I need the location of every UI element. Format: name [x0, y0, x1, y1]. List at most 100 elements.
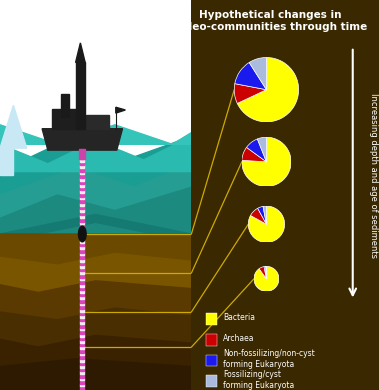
Bar — [80, 265, 85, 268]
Bar — [80, 362, 85, 365]
Bar — [80, 315, 85, 318]
Bar — [207, 313, 217, 325]
Bar — [80, 209, 85, 212]
Bar — [80, 340, 85, 343]
Wedge shape — [235, 62, 266, 90]
Bar — [80, 237, 85, 240]
Bar — [80, 165, 85, 168]
Bar — [80, 365, 85, 368]
Bar — [207, 375, 217, 387]
Wedge shape — [251, 208, 266, 224]
Bar — [207, 355, 217, 366]
Bar — [80, 293, 85, 296]
Polygon shape — [0, 335, 191, 367]
Bar — [80, 368, 85, 371]
Bar — [80, 343, 85, 346]
Text: Archaea: Archaea — [223, 334, 255, 343]
Bar — [80, 309, 85, 312]
Wedge shape — [264, 266, 266, 279]
Bar — [80, 197, 85, 199]
Text: Bacteria: Bacteria — [223, 313, 255, 323]
Bar — [80, 355, 85, 359]
Bar — [80, 243, 85, 246]
Bar — [80, 215, 85, 218]
Polygon shape — [116, 107, 125, 113]
Bar — [80, 228, 85, 230]
Wedge shape — [242, 147, 266, 162]
Bar — [80, 190, 85, 193]
Polygon shape — [42, 129, 122, 150]
Bar — [80, 259, 85, 262]
Bar — [80, 178, 85, 181]
Bar — [80, 230, 85, 234]
Bar — [80, 271, 85, 274]
Bar — [80, 187, 85, 190]
Wedge shape — [246, 139, 266, 162]
Wedge shape — [263, 206, 266, 224]
Bar — [80, 299, 85, 303]
Bar — [80, 337, 85, 340]
Bar — [80, 359, 85, 362]
Bar — [80, 212, 85, 215]
Wedge shape — [237, 57, 299, 122]
Bar — [80, 206, 85, 209]
Bar — [80, 353, 85, 355]
Bar — [80, 193, 85, 197]
Bar — [80, 305, 85, 309]
Bar — [80, 312, 85, 315]
Bar — [80, 321, 85, 324]
Bar — [80, 303, 85, 305]
Bar — [80, 378, 85, 380]
Bar — [80, 174, 85, 178]
Bar — [80, 280, 85, 284]
Wedge shape — [248, 206, 285, 243]
Bar — [79, 149, 85, 159]
Bar — [80, 199, 85, 203]
Bar — [0, 148, 13, 176]
Bar — [80, 222, 85, 224]
Bar — [0, 0, 191, 176]
Bar — [80, 380, 85, 384]
Bar — [80, 290, 85, 293]
Polygon shape — [0, 125, 191, 144]
Bar — [80, 156, 85, 159]
Bar — [80, 168, 85, 172]
Bar — [80, 318, 85, 321]
Text: Increasing depth and age of sediments: Increasing depth and age of sediments — [369, 93, 378, 258]
Polygon shape — [0, 136, 191, 172]
Bar — [80, 274, 85, 278]
Bar — [80, 374, 85, 378]
Bar — [86, 115, 109, 129]
Bar — [80, 330, 85, 334]
Bar — [80, 262, 85, 265]
Bar — [80, 249, 85, 253]
Wedge shape — [254, 266, 279, 291]
Bar — [80, 172, 85, 174]
Wedge shape — [234, 84, 266, 103]
Bar — [80, 203, 85, 206]
Polygon shape — [0, 254, 191, 292]
Bar — [80, 346, 85, 349]
Bar — [80, 268, 85, 271]
Wedge shape — [259, 266, 266, 279]
Circle shape — [78, 226, 86, 242]
Bar — [80, 324, 85, 328]
Bar — [207, 334, 217, 346]
Bar — [80, 284, 85, 287]
Wedge shape — [258, 206, 266, 224]
Bar — [80, 162, 85, 165]
Bar — [80, 253, 85, 255]
Polygon shape — [0, 359, 191, 390]
Bar — [75, 62, 85, 129]
Bar — [80, 296, 85, 299]
Polygon shape — [0, 281, 191, 320]
Wedge shape — [242, 137, 291, 186]
Bar — [80, 386, 85, 390]
Bar — [80, 181, 85, 184]
Polygon shape — [0, 308, 191, 347]
Polygon shape — [0, 164, 191, 218]
Polygon shape — [0, 187, 191, 234]
Wedge shape — [257, 137, 266, 162]
Polygon shape — [0, 105, 27, 148]
Wedge shape — [249, 57, 266, 90]
